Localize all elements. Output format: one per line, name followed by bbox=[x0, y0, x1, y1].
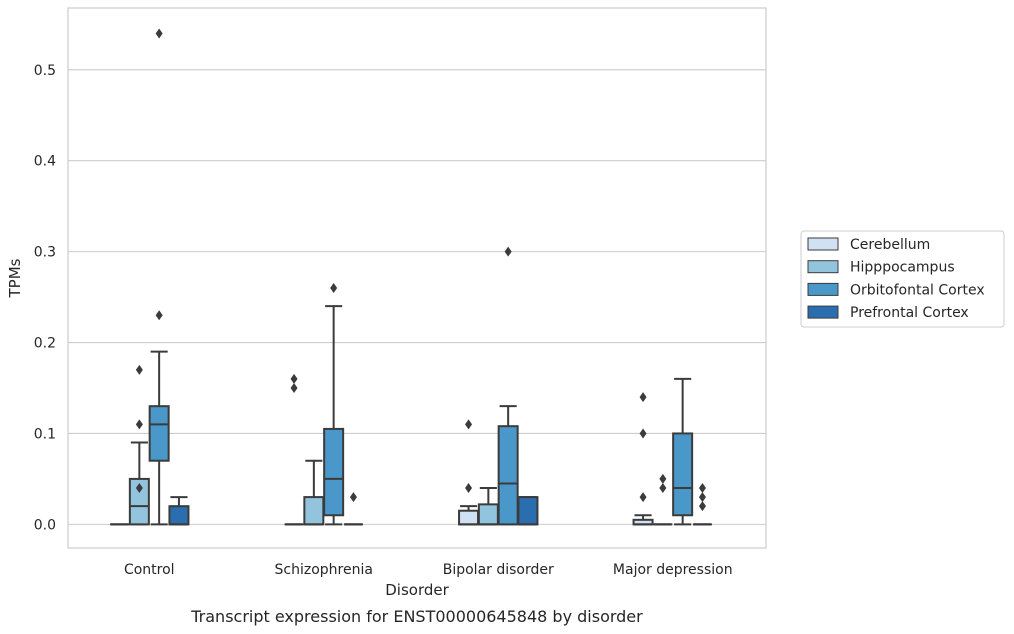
y-tick-label: 0.2 bbox=[34, 336, 56, 352]
box-iqr bbox=[323, 427, 345, 517]
x-tick-label: Control bbox=[124, 562, 175, 578]
y-axis-title: TPMs bbox=[6, 258, 24, 298]
outlier-point bbox=[465, 483, 473, 493]
y-tick-label: 0.0 bbox=[34, 517, 56, 533]
outlier-point bbox=[465, 419, 473, 430]
legend-label: Hipppocampus bbox=[850, 260, 955, 276]
legend-frame bbox=[800, 230, 1005, 328]
x-axis-title: Disorder bbox=[385, 581, 449, 599]
y-tick-label: 0.4 bbox=[34, 154, 56, 170]
box-orbitofontal-cortex bbox=[148, 28, 170, 526]
box-orbitofontal-cortex bbox=[323, 283, 345, 526]
box-iqr bbox=[517, 496, 539, 526]
legend-swatch bbox=[807, 282, 839, 296]
box-prefrontal-cortex bbox=[168, 496, 190, 526]
box-iqr bbox=[458, 509, 480, 526]
outlier-point bbox=[659, 473, 667, 484]
legend-label: Prefrontal Cortex bbox=[850, 305, 969, 321]
x-tick-label: Bipolar disorder bbox=[443, 562, 554, 578]
box-cerebellum bbox=[458, 419, 480, 526]
box-cerebellum bbox=[632, 392, 654, 526]
outlier-point bbox=[659, 483, 667, 493]
box-iqr bbox=[672, 432, 694, 517]
legend-swatch bbox=[807, 305, 839, 319]
x-tick-labels: Control Schizophrenia Bipolar disorder Majo… bbox=[124, 562, 733, 578]
box-iqr bbox=[148, 405, 170, 462]
outlier-point bbox=[639, 428, 647, 439]
outlier-point bbox=[135, 419, 143, 430]
outlier-point bbox=[698, 501, 706, 512]
box-prefrontal-cortex bbox=[343, 492, 363, 526]
legend-swatch bbox=[807, 260, 839, 274]
box-prefrontal-cortex bbox=[517, 496, 539, 526]
x-tick-label: Major depression bbox=[613, 562, 733, 578]
y-tick-labels: 0.0 0.1 0.2 0.3 0.4 0.5 bbox=[34, 63, 56, 534]
outlier-point bbox=[504, 246, 512, 257]
outlier-point bbox=[155, 310, 163, 321]
box-cerebellum bbox=[284, 373, 304, 526]
plot-area bbox=[67, 7, 767, 549]
outlier-point bbox=[135, 364, 143, 375]
box-iqr bbox=[168, 505, 190, 526]
box-orbitofontal-cortex bbox=[497, 246, 519, 526]
box-hipppocampus bbox=[653, 473, 673, 526]
outlier-point bbox=[349, 492, 357, 503]
y-tick-label: 0.5 bbox=[34, 63, 56, 79]
outlier-point bbox=[330, 283, 338, 293]
outlier-point bbox=[155, 28, 163, 39]
chart-caption: Transcript expression for ENST0000064584… bbox=[190, 607, 643, 626]
outlier-point bbox=[290, 383, 298, 393]
outlier-point bbox=[639, 492, 647, 503]
box-prefrontal-cortex bbox=[692, 483, 712, 526]
outlier-point bbox=[639, 392, 647, 403]
y-tick-label: 0.3 bbox=[34, 245, 56, 261]
legend-label: Cerebellum bbox=[850, 237, 930, 253]
x-tick-label: Schizophrenia bbox=[275, 562, 373, 578]
box-iqr bbox=[303, 496, 325, 526]
legend-swatch bbox=[807, 237, 839, 251]
box-iqr bbox=[128, 477, 150, 526]
box-orbitofontal-cortex bbox=[672, 377, 694, 526]
box-hipppocampus bbox=[128, 364, 150, 526]
outlier-point bbox=[698, 492, 706, 503]
box-series bbox=[110, 28, 712, 526]
box-iqr bbox=[497, 425, 519, 526]
y-tick-label: 0.1 bbox=[34, 426, 56, 442]
outlier-point bbox=[290, 373, 298, 384]
legend: Cerebellum Hipppocampus Orbitofontal Corte… bbox=[800, 230, 1005, 328]
box-iqr bbox=[477, 503, 499, 526]
outlier-point bbox=[698, 483, 706, 493]
legend-label: Orbitofontal Cortex bbox=[850, 282, 985, 298]
outlier-point bbox=[135, 483, 143, 493]
